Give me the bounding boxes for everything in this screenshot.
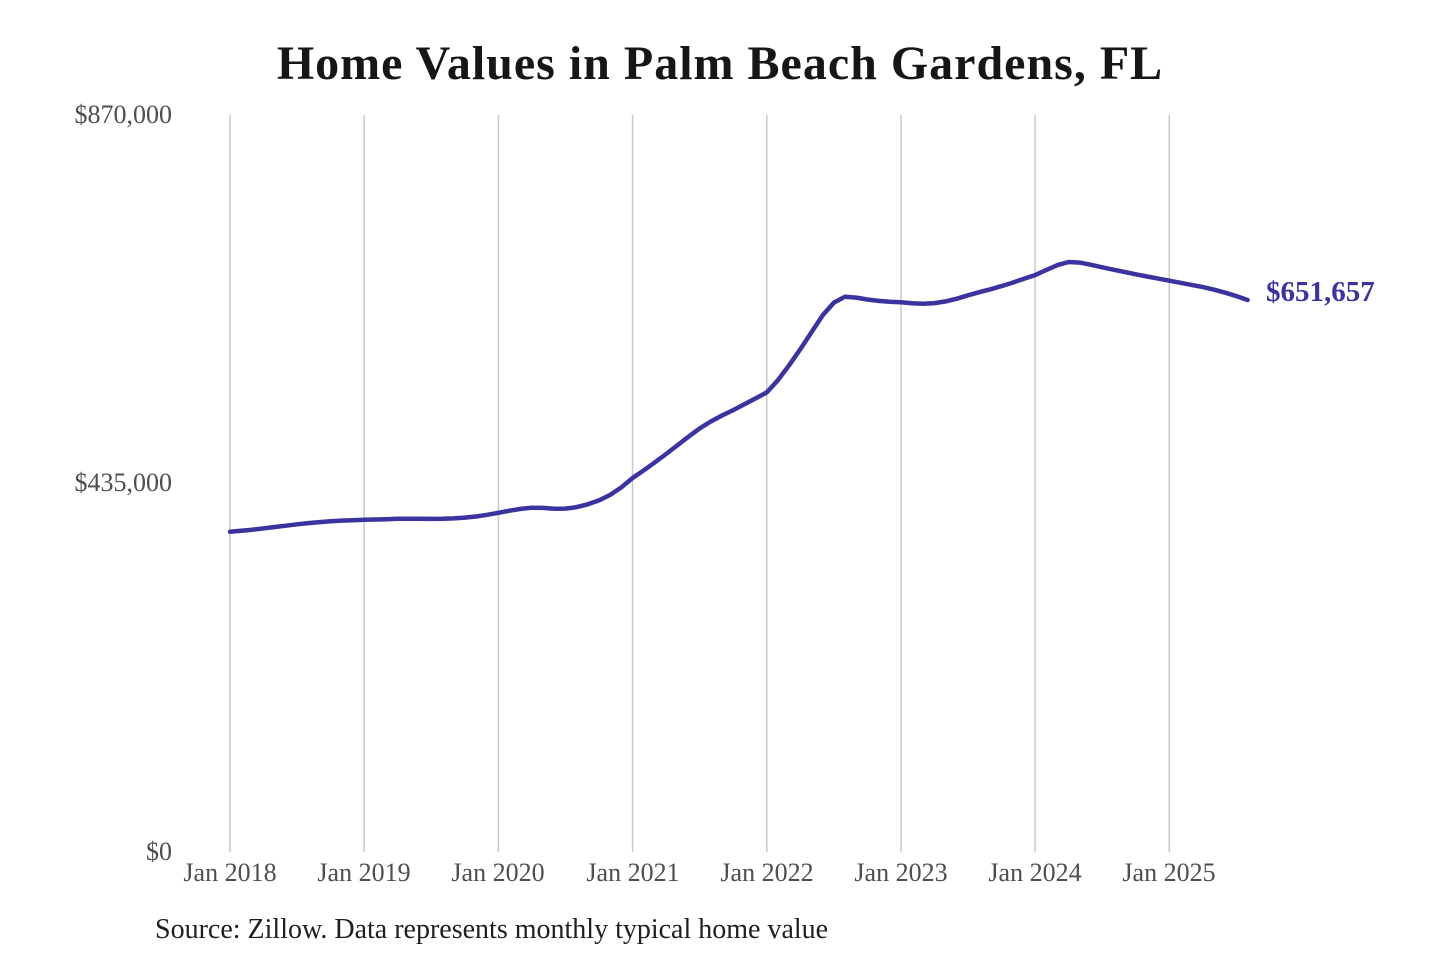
x-axis-tick-label-jan-2022: Jan 2022 — [720, 858, 814, 887]
x-axis-tick-label-jan-2019: Jan 2019 — [317, 858, 411, 887]
y-axis-tick-label-870000: $870,000 — [74, 100, 173, 129]
x-axis-tick-label-jan-2025: Jan 2025 — [1122, 858, 1216, 887]
latest-value-label: $651,657 — [1266, 276, 1375, 308]
chart-title: Home Values in Palm Beach Gardens, FL — [276, 37, 1164, 90]
x-axis-tick-label-jan-2023: Jan 2023 — [854, 858, 948, 887]
gridlines — [229, 115, 1171, 852]
source-note: Source: Zillow. Data represents monthly … — [155, 914, 829, 945]
x-axis-tick-label-jan-2024: Jan 2024 — [988, 858, 1082, 887]
x-axis-tick-label-jan-2020: Jan 2020 — [451, 858, 545, 887]
x-axis-tick-label-jan-2021: Jan 2021 — [586, 858, 680, 887]
x-axis-tick-label-jan-2018: Jan 2018 — [183, 858, 277, 887]
y-axis-tick-label-0: $0 — [146, 837, 172, 866]
home-value-line-series — [227, 259, 1250, 535]
y-axis-tick-label-435000: $435,000 — [74, 468, 173, 497]
